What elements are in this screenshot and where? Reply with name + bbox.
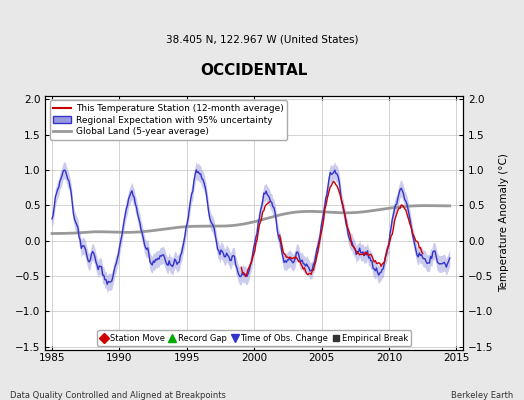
Text: Data Quality Controlled and Aligned at Breakpoints: Data Quality Controlled and Aligned at B…	[10, 391, 226, 400]
Text: 38.405 N, 122.967 W (United States): 38.405 N, 122.967 W (United States)	[166, 34, 358, 44]
Legend: Station Move, Record Gap, Time of Obs. Change, Empirical Break: Station Move, Record Gap, Time of Obs. C…	[97, 330, 411, 346]
Title: OCCIDENTAL: OCCIDENTAL	[201, 63, 308, 78]
Y-axis label: Temperature Anomaly (°C): Temperature Anomaly (°C)	[499, 154, 509, 292]
Text: Berkeley Earth: Berkeley Earth	[451, 391, 514, 400]
